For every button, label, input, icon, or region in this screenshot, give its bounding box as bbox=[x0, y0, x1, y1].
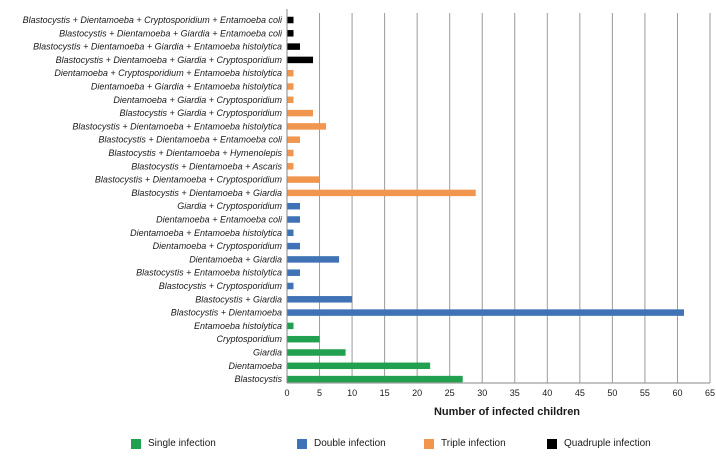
bar-20 bbox=[287, 282, 294, 290]
bar-11 bbox=[287, 163, 294, 170]
legend: Single infection Double infection Triple… bbox=[0, 438, 716, 458]
x-tick-label: 30 bbox=[477, 388, 487, 398]
category-label: Blastocystis + Giardia bbox=[195, 294, 282, 304]
bar-16 bbox=[287, 229, 294, 237]
bar-4 bbox=[287, 69, 294, 77]
bars bbox=[287, 16, 684, 383]
legend-label-single: Single infection bbox=[148, 438, 216, 449]
legend-item-triple: Triple infection bbox=[424, 438, 506, 449]
bar-3 bbox=[287, 56, 314, 64]
x-tick-label: 50 bbox=[607, 388, 617, 398]
legend-item-single: Single infection bbox=[131, 438, 216, 449]
bar-21 bbox=[287, 296, 353, 303]
bar-22 bbox=[287, 309, 684, 316]
bar-1 bbox=[287, 30, 294, 37]
x-tick-label: 45 bbox=[575, 388, 585, 398]
category-label: Blastocystis + Dientamoeba + Giardia bbox=[131, 188, 282, 198]
category-labels: Blastocystis + Dientamoeba + Cryptospori… bbox=[23, 15, 283, 384]
x-tick-label: 10 bbox=[347, 388, 357, 398]
bar-26 bbox=[287, 362, 431, 370]
category-label: Blastocystis + Giardia + Cryptosporidium bbox=[119, 108, 282, 118]
category-label: Blastocystis + Dientamoeba + Ascaris bbox=[131, 161, 282, 171]
category-label: Giardia + Cryptosporidium bbox=[177, 201, 282, 211]
bar-2 bbox=[287, 43, 301, 50]
x-tick-label: 5 bbox=[317, 388, 322, 398]
category-label: Blastocystis bbox=[234, 374, 282, 384]
category-label: Blastocystis + Entamoeba histolytica bbox=[136, 268, 282, 278]
bar-5 bbox=[287, 83, 294, 90]
infection-bar-chart: Blastocystis + Dientamoeba + Cryptospori… bbox=[23, 9, 715, 418]
legend-swatch-double bbox=[297, 438, 307, 449]
x-tick-label: 0 bbox=[284, 388, 289, 398]
x-tick-label: 65 bbox=[705, 388, 715, 398]
bar-8 bbox=[287, 123, 327, 130]
category-label: Blastocystis + Dientamoeba + Entamoeba h… bbox=[72, 121, 282, 131]
category-label: Blastocystis + Dientamoeba + Entamoeba c… bbox=[98, 135, 283, 145]
bar-6 bbox=[287, 96, 294, 104]
x-tick-label: 20 bbox=[412, 388, 422, 398]
category-label: Dientamoeba + Entamoeba coli bbox=[156, 215, 283, 225]
bar-25 bbox=[287, 349, 346, 356]
category-label: Dientamoeba bbox=[228, 361, 282, 371]
category-label: Dientamoeba + Cryptosporidium + Entamoeb… bbox=[54, 68, 282, 78]
bar-23 bbox=[287, 322, 294, 330]
x-tick-labels: 0 5 10 15 20 25 30 35 40 45 50 55 60 65 bbox=[284, 388, 715, 398]
category-label: Entamoeba histolytica bbox=[194, 321, 282, 331]
legend-swatch-quadruple bbox=[547, 438, 557, 449]
bar-10 bbox=[287, 149, 294, 157]
bar-27 bbox=[287, 375, 463, 383]
x-tick-label: 60 bbox=[672, 388, 682, 398]
category-label: Dientamoeba + Giardia + Entamoeba histol… bbox=[91, 82, 282, 92]
category-label: Dientamoeba + Entamoeba histolytica bbox=[130, 228, 282, 238]
category-label: Blastocystis + Dientamoeba + Cryptospori… bbox=[95, 175, 283, 185]
x-tick-label: 15 bbox=[380, 388, 390, 398]
category-label: Blastocystis + Dientamoeba + Cryptospori… bbox=[23, 15, 283, 25]
legend-label-quadruple: Quadruple infection bbox=[564, 438, 651, 449]
category-label: Blastocystis + Cryptosporidium bbox=[159, 281, 283, 291]
legend-swatch-single bbox=[131, 438, 141, 449]
category-label: Giardia bbox=[253, 348, 282, 358]
category-label: Blastocystis + Dientamoeba bbox=[171, 308, 282, 318]
legend-item-double: Double infection bbox=[297, 438, 386, 449]
legend-item-quadruple: Quadruple infection bbox=[547, 438, 651, 449]
bar-12 bbox=[287, 176, 320, 183]
legend-label-double: Double infection bbox=[314, 438, 386, 449]
x-tick-label: 25 bbox=[445, 388, 455, 398]
bar-14 bbox=[287, 202, 301, 210]
category-label: Dientamoeba + Cryptosporidium bbox=[153, 241, 283, 251]
bar-19 bbox=[287, 269, 301, 276]
category-label: Cryptosporidium bbox=[216, 334, 282, 344]
x-tick-label: 35 bbox=[510, 388, 520, 398]
bar-13 bbox=[287, 189, 476, 197]
category-label: Blastocystis + Dientamoeba + Giardia + C… bbox=[56, 55, 283, 65]
x-axis-title: Number of infected children bbox=[434, 406, 580, 418]
legend-swatch-triple bbox=[424, 438, 434, 449]
category-label: Blastocystis + Dientamoeba + Hymenolepis bbox=[108, 148, 282, 158]
grid-lines bbox=[319, 13, 711, 383]
bar-17 bbox=[287, 242, 301, 250]
x-tick-label: 55 bbox=[640, 388, 650, 398]
bar-0 bbox=[287, 16, 294, 24]
category-label: Blastocystis + Dientamoeba + Giardia + E… bbox=[59, 28, 283, 38]
category-label: Dientamoeba + Giardia + Cryptosporidium bbox=[113, 95, 282, 105]
legend-label-triple: Triple infection bbox=[441, 438, 506, 449]
x-tick-label: 40 bbox=[542, 388, 552, 398]
category-label: Dientamoeba + Giardia bbox=[189, 254, 282, 264]
bar-9 bbox=[287, 136, 301, 143]
bar-18 bbox=[287, 256, 340, 263]
category-label: Blastocystis + Dientamoeba + Giardia + E… bbox=[33, 42, 282, 52]
bar-24 bbox=[287, 335, 320, 343]
bar-15 bbox=[287, 216, 301, 223]
bar-7 bbox=[287, 109, 314, 117]
